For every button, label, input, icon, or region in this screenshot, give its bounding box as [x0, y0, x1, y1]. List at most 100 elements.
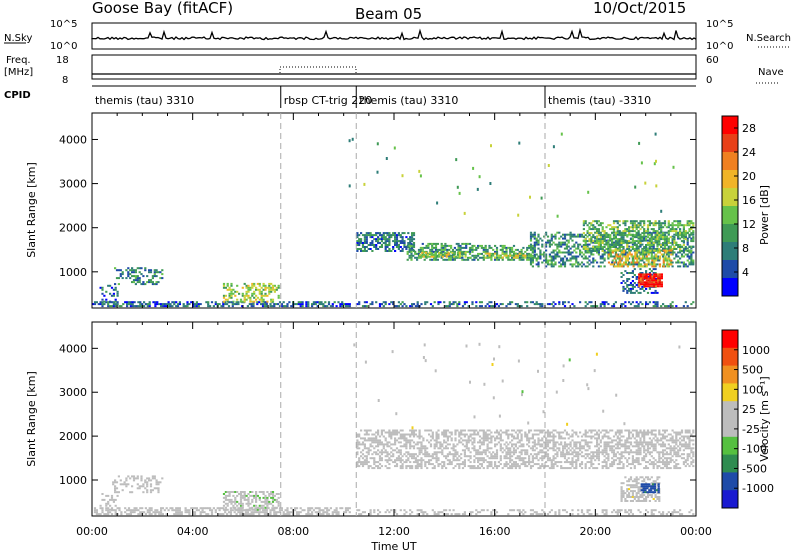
- data-cell: [571, 429, 574, 432]
- data-cell: [477, 459, 480, 462]
- data-cell: [222, 284, 226, 287]
- data-cell: [458, 441, 461, 444]
- data-cell: [643, 283, 646, 286]
- data-cell: [437, 429, 440, 432]
- data-cell: [518, 256, 521, 259]
- data-cell: [475, 433, 478, 436]
- data-cell: [594, 242, 597, 244]
- data-cell: [469, 246, 472, 249]
- data-cell: [424, 255, 427, 258]
- data-cell: [596, 251, 599, 254]
- data-cell: [460, 453, 463, 456]
- data-cell: [677, 237, 680, 240]
- data-cell: [645, 235, 648, 238]
- data-cell: [543, 435, 546, 438]
- data-cell: [507, 451, 510, 454]
- data-cell: [358, 441, 361, 444]
- data-cell: [499, 447, 502, 450]
- data-cell: [649, 279, 652, 282]
- data-cell: [384, 439, 387, 442]
- data-cell: [641, 226, 644, 229]
- data-cell: [631, 263, 634, 266]
- data-cell: [545, 253, 548, 256]
- data-cell: [668, 257, 671, 260]
- data-cell: [582, 439, 585, 442]
- data-cell: [658, 238, 661, 241]
- data-cell: [371, 457, 374, 460]
- data-cell: [539, 467, 542, 470]
- data-cell: [457, 254, 460, 257]
- data-cell: [679, 237, 682, 240]
- data-cell: [348, 139, 351, 143]
- data-cell: [457, 242, 460, 245]
- data-cell: [596, 248, 599, 250]
- data-cell: [631, 239, 634, 242]
- data-cell: [251, 500, 254, 503]
- data-cell: [653, 281, 656, 284]
- data-cell: [618, 224, 621, 227]
- data-cell: [652, 251, 655, 254]
- data-cell: [454, 449, 457, 452]
- data-cell: [156, 511, 159, 514]
- data-cell: [363, 439, 366, 442]
- data-cell: [110, 305, 114, 308]
- data-cell: [243, 509, 246, 512]
- data-cell: [273, 498, 276, 501]
- data-cell: [495, 449, 499, 452]
- data-cell: [411, 431, 414, 434]
- data-cell: [633, 268, 636, 271]
- data-cell: [407, 451, 410, 454]
- data-cell: [260, 491, 263, 493]
- data-cell: [654, 291, 657, 294]
- data-cell: [118, 305, 121, 308]
- data-cell: [539, 303, 542, 306]
- data-cell: [577, 255, 580, 258]
- data-cell: [494, 244, 497, 247]
- data-cell: [446, 459, 449, 462]
- data-cell: [654, 257, 657, 260]
- data-cell: [134, 283, 137, 286]
- data-cell: [477, 252, 480, 255]
- data-cell: [603, 230, 606, 233]
- data-cell: [609, 255, 612, 258]
- data-cell: [514, 457, 517, 460]
- data-cell: [360, 248, 363, 250]
- data-cell: [365, 305, 368, 308]
- data-cell: [588, 251, 591, 254]
- data-cell: [444, 254, 447, 257]
- data-cell: [560, 453, 563, 456]
- data-cell: [358, 461, 361, 464]
- data-cell: [255, 294, 258, 297]
- data-cell: [643, 222, 646, 225]
- data-cell: [622, 238, 625, 241]
- data-cell: [307, 507, 310, 510]
- data-cell: [378, 242, 382, 244]
- data-cell: [662, 244, 665, 246]
- data-cell: [552, 249, 555, 252]
- data-cell: [465, 258, 468, 261]
- data-cell: [264, 494, 267, 497]
- data-cell: [646, 276, 650, 278]
- data-cell: [467, 465, 470, 468]
- data-cell: [438, 255, 441, 258]
- data-cell: [524, 254, 527, 257]
- data-cell: [245, 508, 248, 511]
- data-cell: [151, 275, 154, 278]
- data-cell: [326, 509, 329, 512]
- data-cell: [507, 463, 510, 466]
- data-cell: [360, 250, 363, 252]
- data-cell: [665, 242, 668, 244]
- data-cell: [526, 256, 529, 259]
- data-cell: [467, 305, 470, 308]
- data-cell: [597, 437, 600, 440]
- data-cell: [157, 281, 160, 284]
- data-cell: [363, 443, 366, 446]
- data-cell: [465, 246, 468, 249]
- data-cell: [516, 437, 519, 440]
- data-cell: [116, 290, 119, 293]
- data-cell: [571, 265, 574, 268]
- data-cell: [587, 190, 590, 194]
- data-cell: [201, 511, 204, 514]
- data-cell: [660, 253, 663, 256]
- data-cell: [149, 279, 153, 282]
